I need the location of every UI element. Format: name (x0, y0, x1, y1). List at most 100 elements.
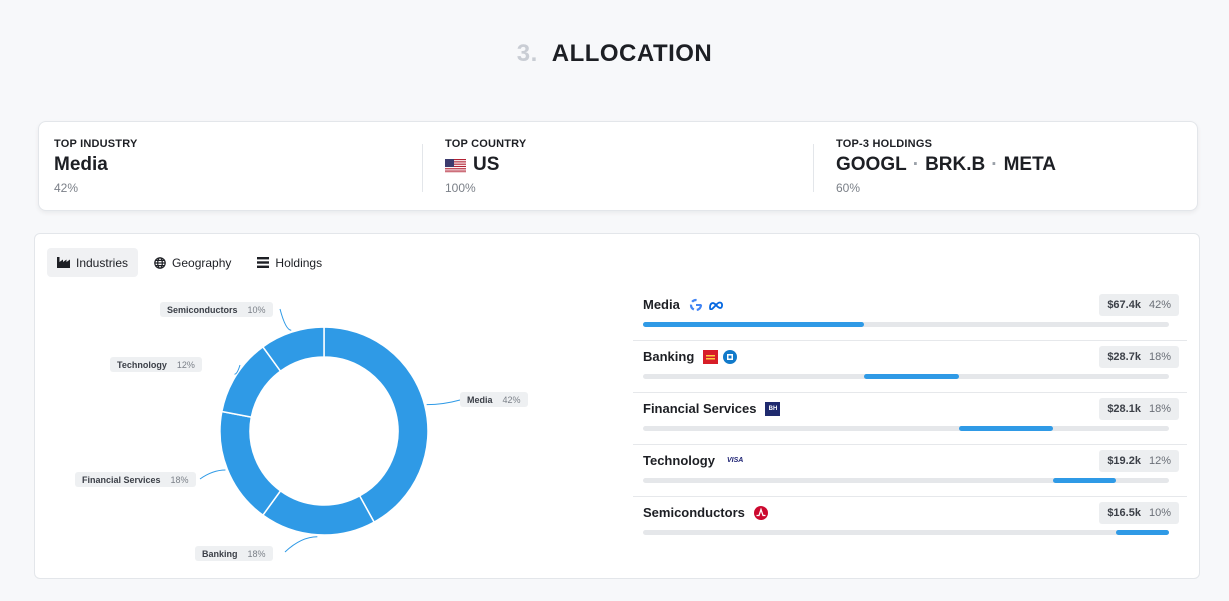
industry-name: Technology VISA (643, 453, 748, 468)
callout-label: Banking (202, 548, 238, 559)
amount-pill: $28.1k 18% (1099, 398, 1179, 420)
callout-label: Technology (117, 359, 167, 370)
top-industry-label: TOP INDUSTRY (54, 138, 138, 150)
industry-row-financial-services[interactable]: Financial Services BH $28.1k 18% (633, 393, 1187, 445)
top-industry-value: Media (54, 154, 108, 175)
share-fill (643, 322, 864, 327)
divider (813, 144, 814, 192)
amount: $28.7k (1107, 351, 1141, 363)
industry-row-media[interactable]: Media $67.4k 42% (633, 289, 1187, 341)
holding-ticker: META (1003, 154, 1056, 175)
industry-logos: VISA (724, 457, 748, 464)
us-flag-icon (445, 158, 466, 173)
globe-icon (154, 256, 166, 269)
tab-holdings[interactable]: Holdings (247, 248, 332, 277)
amount: $28.1k (1107, 403, 1141, 415)
leader-line-semiconductors (279, 308, 292, 331)
berkshire-logo-icon: BH (765, 401, 781, 416)
callout-banking: Banking 18% (195, 546, 273, 561)
top-holdings-pct: 60% (836, 181, 861, 195)
callout-financial-services: Financial Services 18% (75, 472, 196, 487)
top-holdings-value: GOOGL · BRK.B · META (836, 154, 1056, 176)
top-industry-stat: TOP INDUSTRY Media 42% (54, 138, 138, 195)
share-fill (958, 426, 1054, 431)
visa-logo-icon: VISA (726, 457, 744, 464)
section-number: 3. (516, 40, 538, 67)
share-fill (1053, 478, 1117, 483)
callout-label: Financial Services (82, 474, 161, 485)
amount-pill: $28.7k 18% (1099, 346, 1179, 368)
industry-name: Semiconductors (643, 505, 773, 520)
callout-media: Media 42% (460, 392, 528, 407)
tab-geography[interactable]: Geography (144, 248, 241, 277)
callout-semiconductors: Semiconductors 10% (160, 302, 273, 317)
amount-pct: 42% (1148, 299, 1171, 311)
share-fill (1116, 530, 1169, 535)
amount-pct: 18% (1148, 403, 1171, 415)
leader-line-media (426, 399, 461, 406)
share-track (643, 426, 1169, 431)
industry-name: Media (643, 297, 729, 312)
top-country-value: US (445, 154, 526, 176)
industry-name: Financial Services BH (643, 401, 785, 416)
top-country-label: TOP COUNTRY (445, 138, 527, 150)
section-heading: 3. ALLOCATION (0, 40, 1229, 68)
amount-pct: 10% (1148, 507, 1171, 519)
broadcom-logo-icon (753, 505, 768, 520)
donut-slice-banking[interactable] (261, 489, 376, 536)
industry-logos (753, 505, 773, 520)
callout-pct: 18% (170, 474, 189, 485)
callout-pct: 18% (247, 548, 266, 559)
tab-label: Geography (172, 255, 232, 270)
top-holdings-stat: TOP-3 HOLDINGS GOOGL · BRK.B · META 60% (836, 138, 1056, 195)
industry-name-text: Media (643, 297, 680, 312)
callout-pct: 10% (247, 304, 266, 315)
donut-slice-semiconductors[interactable] (261, 326, 325, 373)
google-logo-icon (689, 298, 703, 312)
share-track (643, 374, 1169, 379)
callout-pct: 12% (176, 359, 195, 370)
top-country-pct: 100% (445, 181, 476, 195)
amount-pct: 12% (1148, 455, 1171, 467)
factory-icon (57, 257, 70, 268)
industry-donut-chart (199, 308, 461, 553)
tab-label: Holdings (275, 255, 323, 270)
donut-slice-financial-services[interactable] (219, 410, 282, 517)
industry-name-text: Financial Services (643, 401, 757, 416)
holding-ticker: BRK.B (925, 154, 986, 175)
leader-line-technology (234, 364, 241, 375)
separator-dot: · (991, 154, 998, 175)
amount-pill: $16.5k 10% (1099, 502, 1179, 524)
industry-row-banking[interactable]: Banking $28.7k 18% (633, 341, 1187, 393)
wells-fargo-logo-icon (703, 349, 719, 364)
leader-line-financial-services (199, 469, 226, 480)
donut-slice-media[interactable] (323, 326, 429, 524)
tab-bar: Industries Geography Holdings (47, 248, 338, 277)
holding-ticker: GOOGL (836, 154, 907, 175)
amount: $19.2k (1107, 455, 1141, 467)
industry-name-text: Semiconductors (643, 505, 745, 520)
callout-technology: Technology 12% (110, 357, 202, 372)
leader-line-banking (284, 536, 318, 553)
amount: $16.5k (1107, 507, 1141, 519)
industry-row-semiconductors[interactable]: Semiconductors $16.5k 10% (633, 497, 1187, 548)
allocation-panel: Industries Geography Holdings Semiconduc… (34, 233, 1200, 579)
industry-row-technology[interactable]: Technology VISA $19.2k 12% (633, 445, 1187, 497)
chase-logo-icon (723, 349, 738, 364)
industry-logos (703, 349, 742, 364)
amount-pct: 18% (1148, 351, 1171, 363)
callout-label: Media (467, 394, 493, 405)
share-track (643, 530, 1169, 535)
list-icon (257, 257, 270, 268)
tab-industries[interactable]: Industries (47, 248, 139, 277)
industry-name: Banking (643, 349, 742, 364)
amount-pill: $67.4k 42% (1099, 294, 1179, 316)
separator-dot: · (912, 154, 920, 175)
tab-label: Industries (76, 255, 129, 270)
summary-card: TOP INDUSTRY Media 42% TOP COUNTRY US (38, 121, 1198, 211)
callout-label: Semiconductors (167, 304, 238, 315)
meta-logo-icon (708, 300, 724, 310)
section-title: ALLOCATION (551, 40, 713, 67)
top-country-name: US (473, 154, 500, 175)
industry-logos (689, 298, 729, 312)
